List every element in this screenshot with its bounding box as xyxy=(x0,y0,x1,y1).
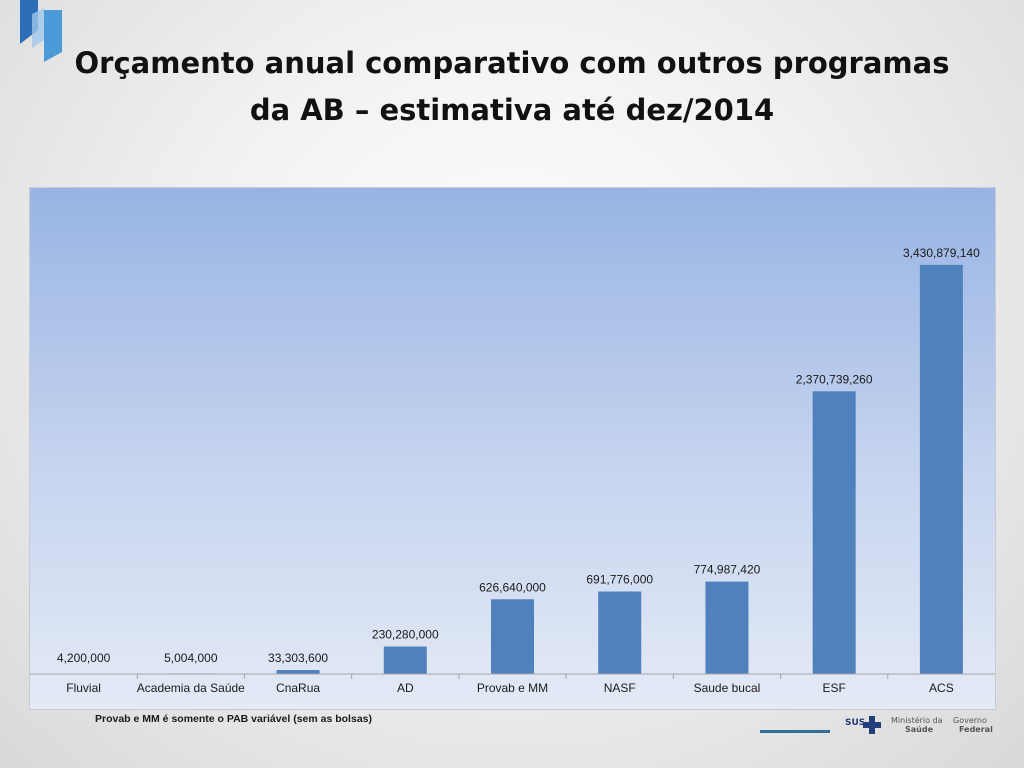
value-label-3: 230,280,000 xyxy=(372,628,439,642)
ministerio-line-2: Saúde xyxy=(905,725,934,734)
category-label-2: CnaRua xyxy=(276,681,320,695)
slide-title-line-2: da AB – estimativa até dez/2014 xyxy=(249,93,775,127)
government-logos: SUS Ministério da Saúde Governo Federal xyxy=(845,716,995,744)
value-label-7: 2,370,739,260 xyxy=(796,372,873,386)
ministerio-saude-logo: Ministério da Saúde xyxy=(891,716,943,734)
category-label-0: Fluvial xyxy=(66,681,101,695)
corner-logo xyxy=(20,0,62,62)
value-label-1: 5,004,000 xyxy=(164,651,218,665)
governo-line-1: Governo xyxy=(953,716,987,725)
bar-6 xyxy=(705,581,749,674)
footer-accent-line xyxy=(760,730,830,733)
governo-line-2: Federal xyxy=(959,725,993,734)
category-label-5: NASF xyxy=(604,681,636,695)
value-label-8: 3,430,879,140 xyxy=(903,246,980,260)
value-label-6: 774,987,420 xyxy=(694,563,761,577)
sus-logo-text: SUS xyxy=(845,718,866,728)
bar-2 xyxy=(276,670,320,674)
governo-federal-logo: Governo Federal xyxy=(953,716,993,734)
value-label-4: 626,640,000 xyxy=(479,580,546,594)
category-label-7: ESF xyxy=(822,681,845,695)
bar-3 xyxy=(383,646,427,674)
slide-title-line-1: Orçamento anual comparativo com outros p… xyxy=(74,46,950,80)
category-label-1: Academia da Saúde xyxy=(137,681,245,695)
bar-4 xyxy=(491,599,534,674)
bar-chart: 4,200,000 5,004,000 33,303,600 230,280,000 6… xyxy=(30,246,995,695)
category-label-8: ACS xyxy=(929,681,954,695)
category-label-6: Saude bucal xyxy=(694,681,761,695)
value-label-2: 33,303,600 xyxy=(268,651,328,665)
category-label-3: AD xyxy=(397,681,414,695)
category-label-4: Provab e MM xyxy=(477,681,548,695)
slide-title: Orçamento anual comparativo com outros p… xyxy=(40,40,984,134)
bar-8 xyxy=(919,264,963,674)
chart-area: 4,200,000 5,004,000 33,303,600 230,280,000 6… xyxy=(29,187,996,710)
ministerio-line-1: Ministério da xyxy=(891,716,943,725)
health-cross-icon xyxy=(863,716,881,734)
footnote: Provab e MM é somente o PAB variável (se… xyxy=(95,713,372,725)
bar-5 xyxy=(598,591,642,674)
bar-7 xyxy=(812,391,856,674)
value-label-0: 4,200,000 xyxy=(57,651,111,665)
value-label-5: 691,776,000 xyxy=(586,573,653,587)
